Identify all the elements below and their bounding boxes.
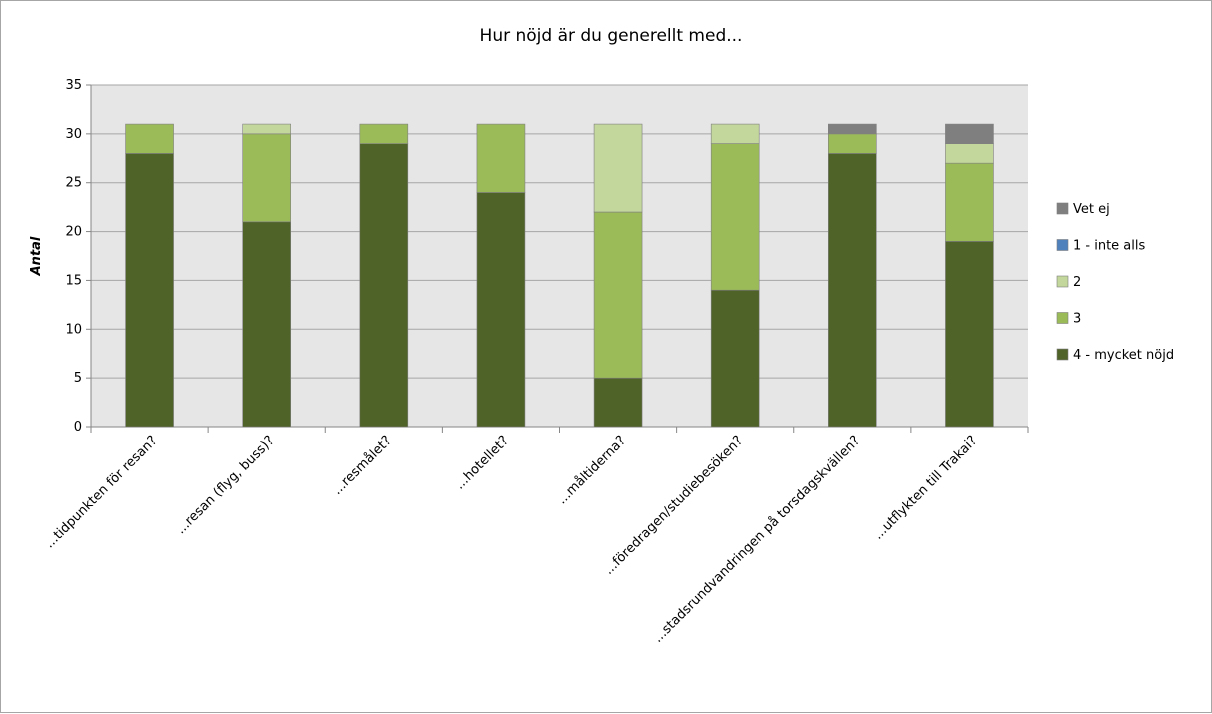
plot-area: 0 5 10 15 20 25 30 35 ...tidpunkten för resan?..… [42,78,1029,646]
bar-segment [125,153,174,428]
bar-segment [710,143,760,291]
legend-label: 1 - inte alls [1073,239,1145,254]
legend-swatch [1056,275,1069,288]
bar-segment [242,133,291,223]
legend-label: 3 [1073,312,1081,327]
bar-segment [828,153,877,428]
bar-segment [710,123,760,144]
x-category-label: ...måltiderna? [555,433,629,507]
bar-segment [945,123,994,144]
y-tick-label: 25 [65,176,82,191]
y-tick-label: 10 [65,322,82,337]
bar-segment [593,377,643,428]
y-axis-label: Antal [29,236,44,276]
bar-segment [242,123,291,135]
chart-title: Hur nöjd är du generellt med... [480,26,743,46]
bar-segment [242,221,291,428]
x-category-label: ...utflykten till Trakai? [871,433,980,542]
bar-segment [828,133,877,154]
bar-segment [945,241,994,428]
y-tick-label: 35 [65,78,82,93]
bar-segment [945,162,994,242]
bar-segment [476,192,526,428]
legend-label: 4 - mycket nöjd [1073,348,1174,363]
x-category-label: ...föredragen/studiebesöken? [601,433,746,578]
bar-segment [359,143,409,428]
x-category-label: ...resmålet? [330,433,395,498]
bar-segment [945,143,994,164]
legend-label: 2 [1073,275,1081,290]
bar-segment [476,123,526,193]
legend-swatch [1056,202,1069,215]
bar-segment [828,123,877,135]
bar-segment [125,123,174,154]
y-tick-label: 5 [74,371,82,386]
y-tick-label: 30 [65,127,82,142]
legend-swatch [1056,348,1069,361]
y-tick-label: 20 [65,225,82,240]
bar-segment [710,289,760,428]
x-category-label: ...tidpunkten för resan? [42,433,160,551]
legend-swatch [1056,312,1069,324]
legend-label: Vet ej [1073,202,1110,217]
legend: Vet ej 1 - inte alls 2 3 4 - mycket nöjd [1056,202,1174,363]
legend-swatch [1056,239,1069,251]
bar-segment [359,123,409,144]
y-tick-label: 15 [65,273,82,288]
y-tick-label: 0 [74,420,82,435]
x-category-label: ...stadsrundvandringen på torsdagskvälle… [651,433,864,646]
plot-background [91,85,1028,427]
x-category-label: ...hotellet? [452,433,511,492]
bar-segment [593,211,643,379]
bar-segment [593,123,643,213]
x-category-label: ...resan (flyg, buss)? [174,433,278,537]
